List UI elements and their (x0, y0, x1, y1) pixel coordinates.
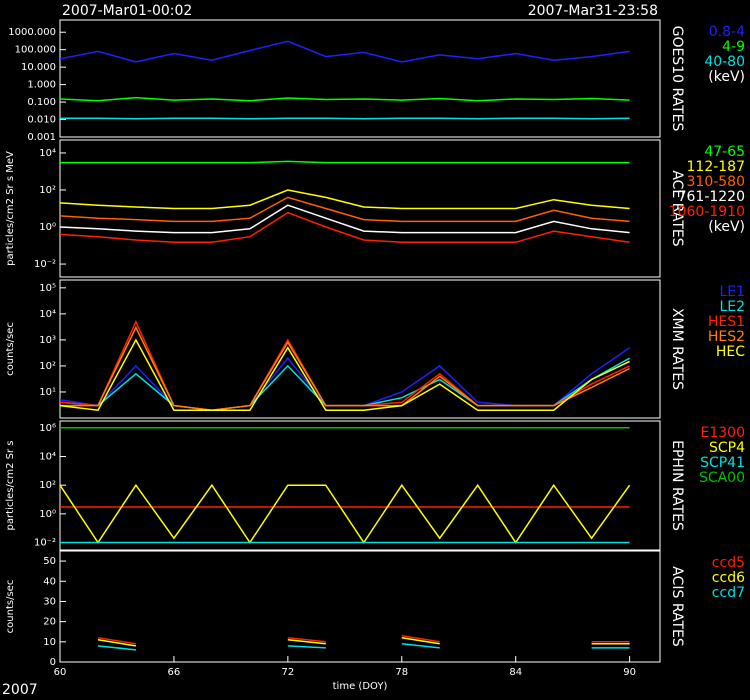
y-tick-label: 10 (43, 637, 56, 648)
y-tick-label: 10⁴ (39, 148, 56, 159)
y-tick-label: 0.100 (27, 97, 56, 108)
legend-entry: HES2 (708, 329, 745, 345)
panel-title: ACE RATES (669, 170, 685, 246)
y-tick-label: 10² (39, 361, 56, 372)
y-tick-label: 10³ (39, 335, 56, 346)
y-tick-label: 40 (43, 576, 56, 587)
series-line (59, 40, 630, 63)
y-tick-label: 10.000 (21, 62, 56, 73)
y-tick-label: 100.000 (15, 45, 56, 56)
y-tick-label: 10⁶ (39, 423, 56, 434)
legend-entry: 40-80 (704, 54, 745, 70)
legend-entry: LE2 (719, 299, 745, 315)
y-tick-label: 0.001 (27, 132, 56, 143)
y-tick-label: 10⁴ (39, 452, 56, 463)
x-tick-label: 60 (54, 667, 67, 678)
start-label: 2007-Mar01-00:02 (62, 3, 192, 19)
legend-entry: 761-1220 (678, 189, 745, 205)
panel-frame (59, 550, 661, 663)
legend-entry: SCA00 (699, 470, 745, 486)
x-tick-label: 90 (623, 667, 636, 678)
panel-title: ACIS RATES (669, 566, 685, 647)
series-line (59, 211, 630, 244)
y-tick-label: 10⁴ (39, 309, 56, 320)
y-tick-label: 10⁰ (39, 222, 56, 233)
panel-title: EPHIN RATES (669, 440, 685, 531)
x-tick-label: 84 (509, 667, 522, 678)
legend-unit: (keV) (708, 69, 745, 85)
series-line (59, 189, 630, 210)
panel-frame (59, 139, 661, 278)
series-line (60, 325, 630, 411)
series-line (97, 637, 630, 647)
panel-title: XMM RATES (669, 308, 685, 390)
y-tick-label: 10⁵ (39, 283, 56, 294)
legend-entry: 4-9 (722, 39, 745, 55)
legend-entry: ccd5 (712, 555, 745, 571)
series-line (97, 635, 630, 645)
y-tick-label: 50 (43, 556, 56, 567)
x-tick-label: 72 (281, 667, 294, 678)
legend-entry: SCP4 (709, 440, 745, 456)
legend-entry: 310-580 (687, 174, 746, 190)
y-tick-label: 0 (50, 657, 56, 668)
series-line (97, 643, 630, 651)
y-tick-label: 10² (39, 480, 56, 491)
y-axis-label: particles/cm2 Sr s (5, 441, 16, 531)
legend-entry: 112-187 (687, 159, 746, 175)
x-tick-label: 66 (168, 667, 181, 678)
series-line (59, 319, 630, 411)
year-label: 2007 (2, 682, 38, 698)
y-axis-label: counts/sec (5, 580, 16, 634)
y-tick-label: 10⁰ (39, 509, 56, 520)
panel-frame (59, 279, 661, 419)
y-tick-label: 30 (43, 596, 56, 607)
y-tick-label: 0.010 (27, 115, 56, 126)
legend-entry: 0.8-4 (709, 24, 745, 40)
legend-entry: ccd7 (712, 585, 745, 601)
series-line (60, 117, 630, 120)
y-tick-label: 10⁻² (34, 538, 56, 549)
series-line (59, 338, 630, 412)
legend-entry: 1060-1910 (669, 204, 745, 220)
panel-frame (59, 19, 661, 138)
y-tick-label: 1.000 (27, 80, 56, 91)
panel-frame (59, 420, 661, 551)
y-tick-label: 10¹ (39, 387, 56, 398)
legend-entry: LE1 (719, 284, 745, 300)
series-line (59, 204, 630, 234)
series-line (60, 160, 630, 164)
x-tick-label: 78 (395, 667, 408, 678)
end-label: 2007-Mar31-23:58 (528, 3, 658, 19)
x-axis-label: time (DOY) (333, 681, 388, 692)
y-axis-label: counts/sec (5, 322, 16, 376)
y-axis-label: particles/cm2 Sr s MeV (5, 151, 16, 266)
legend-entry: E1300 (701, 425, 745, 441)
y-tick-label: 20 (43, 617, 56, 628)
panel-title: GOES10 RATES (669, 26, 685, 132)
y-tick-label: 1000.000 (8, 27, 56, 38)
legend-entry: HEC (716, 344, 745, 360)
series-line (59, 196, 630, 223)
series-line (59, 357, 630, 411)
legend-entry: ccd6 (712, 570, 745, 586)
y-tick-label: 10² (39, 185, 56, 196)
legend-entry: SCP41 (700, 455, 745, 471)
legend-entry: 47-65 (704, 144, 745, 160)
legend-unit: (keV) (708, 219, 745, 235)
series-line (59, 96, 630, 102)
series-line (59, 483, 631, 544)
legend-entry: HES1 (708, 314, 745, 330)
y-tick-label: 10⁻² (34, 259, 56, 270)
